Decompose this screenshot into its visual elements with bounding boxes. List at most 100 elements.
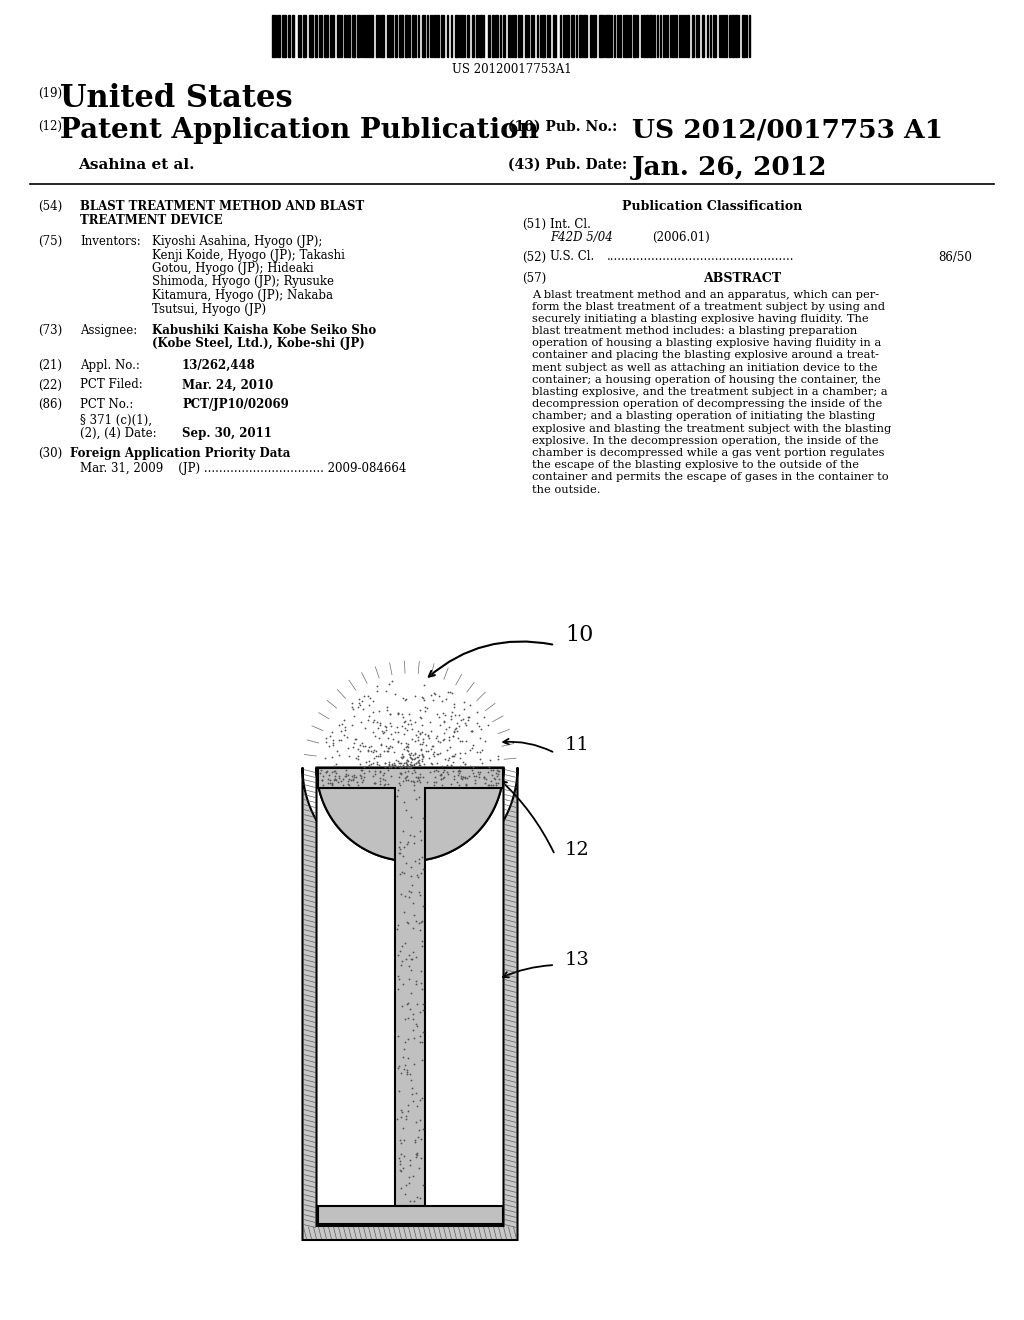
Text: BLAST TREATMENT METHOD AND BLAST: BLAST TREATMENT METHOD AND BLAST bbox=[80, 201, 365, 213]
Bar bbox=[514, 15, 516, 57]
Bar bbox=[687, 15, 689, 57]
Text: Asahina et al.: Asahina et al. bbox=[78, 158, 195, 172]
Text: PCT Filed:: PCT Filed: bbox=[80, 379, 142, 392]
Text: Foreign Application Priority Data: Foreign Application Priority Data bbox=[70, 446, 290, 459]
Text: United States: United States bbox=[60, 83, 293, 114]
Bar bbox=[571, 15, 574, 57]
Text: Kabushiki Kaisha Kobe Seiko Sho: Kabushiki Kaisha Kobe Seiko Sho bbox=[152, 323, 376, 337]
Text: blasting explosive, and the treatment subject in a chamber; a: blasting explosive, and the treatment su… bbox=[532, 387, 888, 397]
Text: the outside.: the outside. bbox=[532, 484, 600, 495]
Text: securely initiating a blasting explosive having fluidity. The: securely initiating a blasting explosive… bbox=[532, 314, 868, 323]
Bar bbox=[742, 15, 745, 57]
Text: US 2012/0017753 A1: US 2012/0017753 A1 bbox=[632, 117, 943, 143]
Bar bbox=[725, 15, 727, 57]
Text: A blast treatment method and an apparatus, which can per-: A blast treatment method and an apparatu… bbox=[532, 289, 880, 300]
Text: Inventors:: Inventors: bbox=[80, 235, 140, 248]
Text: 86/50: 86/50 bbox=[938, 251, 972, 264]
Bar bbox=[525, 15, 527, 57]
Text: container; a housing operation of housing the container, the: container; a housing operation of housin… bbox=[532, 375, 881, 385]
Bar bbox=[461, 15, 463, 57]
Text: (54): (54) bbox=[38, 201, 62, 213]
Bar bbox=[292, 15, 294, 57]
Bar bbox=[653, 15, 655, 57]
Polygon shape bbox=[316, 767, 504, 1226]
Bar bbox=[625, 15, 627, 57]
Text: (22): (22) bbox=[38, 379, 62, 392]
Bar bbox=[365, 15, 367, 57]
Text: (75): (75) bbox=[38, 235, 62, 248]
Text: Jan. 26, 2012: Jan. 26, 2012 bbox=[632, 154, 827, 180]
Text: Sep. 30, 2011: Sep. 30, 2011 bbox=[182, 426, 272, 440]
Text: US 20120017753A1: US 20120017753A1 bbox=[453, 63, 571, 77]
Text: F42D 5/04: F42D 5/04 bbox=[550, 231, 612, 244]
Text: (43) Pub. Date:: (43) Pub. Date: bbox=[508, 158, 627, 172]
Bar bbox=[330, 15, 332, 57]
Bar bbox=[599, 15, 603, 57]
Bar bbox=[315, 15, 317, 57]
Text: blast treatment method includes: a blasting preparation: blast treatment method includes: a blast… bbox=[532, 326, 857, 337]
Text: Tsutsui, Hyogo (JP): Tsutsui, Hyogo (JP) bbox=[152, 302, 266, 315]
Bar bbox=[395, 15, 397, 57]
Bar bbox=[347, 15, 350, 57]
Text: (30): (30) bbox=[38, 446, 62, 459]
Text: ABSTRACT: ABSTRACT bbox=[702, 272, 781, 285]
Bar bbox=[344, 15, 346, 57]
Text: 11: 11 bbox=[565, 737, 590, 754]
Text: Assignee:: Assignee: bbox=[80, 323, 137, 337]
Bar bbox=[437, 15, 439, 57]
Bar bbox=[337, 15, 340, 57]
Text: U.S. Cl.: U.S. Cl. bbox=[550, 251, 594, 264]
Bar bbox=[732, 15, 734, 57]
Text: Publication Classification: Publication Classification bbox=[622, 201, 802, 213]
Text: PCT No.:: PCT No.: bbox=[80, 399, 133, 411]
Text: decompression operation of decompressing the inside of the: decompression operation of decompressing… bbox=[532, 399, 883, 409]
Text: Appl. No.:: Appl. No.: bbox=[80, 359, 140, 372]
Text: ment subject as well as attaching an initiation device to the: ment subject as well as attaching an ini… bbox=[532, 363, 878, 372]
Bar bbox=[643, 15, 645, 57]
Text: (86): (86) bbox=[38, 399, 62, 411]
Text: explosive. In the decompression operation, the inside of the: explosive. In the decompression operatio… bbox=[532, 436, 879, 446]
Bar bbox=[272, 15, 275, 57]
Bar bbox=[606, 15, 610, 57]
Bar bbox=[590, 15, 592, 57]
Text: Mar. 24, 2010: Mar. 24, 2010 bbox=[182, 379, 273, 392]
Bar bbox=[633, 15, 636, 57]
Text: PCT/JP10/02069: PCT/JP10/02069 bbox=[182, 399, 289, 411]
Text: chamber is decompressed while a gas vent portion regulates: chamber is decompressed while a gas vent… bbox=[532, 447, 885, 458]
Bar bbox=[593, 15, 596, 57]
Bar bbox=[713, 15, 716, 57]
Text: (52): (52) bbox=[522, 251, 546, 264]
Bar bbox=[476, 15, 478, 57]
Bar bbox=[479, 15, 482, 57]
Text: the escape of the blasting explosive to the outside of the: the escape of the blasting explosive to … bbox=[532, 461, 859, 470]
Bar bbox=[646, 15, 648, 57]
Bar bbox=[492, 15, 494, 57]
Bar bbox=[495, 15, 498, 57]
Text: (57): (57) bbox=[522, 272, 546, 285]
Bar bbox=[278, 15, 280, 57]
Bar bbox=[399, 15, 403, 57]
Text: TREATMENT DEVICE: TREATMENT DEVICE bbox=[80, 214, 222, 227]
Text: container and placing the blasting explosive around a treat-: container and placing the blasting explo… bbox=[532, 351, 879, 360]
Text: Patent Application Publication: Patent Application Publication bbox=[60, 117, 539, 144]
Text: Kenji Koide, Hyogo (JP); Takashi: Kenji Koide, Hyogo (JP); Takashi bbox=[152, 248, 345, 261]
Polygon shape bbox=[317, 767, 503, 1206]
Text: Kitamura, Hyogo (JP); Nakaba: Kitamura, Hyogo (JP); Nakaba bbox=[152, 289, 333, 302]
Polygon shape bbox=[302, 767, 517, 1239]
Bar bbox=[309, 15, 313, 57]
Bar bbox=[583, 15, 587, 57]
Bar bbox=[434, 15, 436, 57]
Bar bbox=[303, 15, 306, 57]
Bar bbox=[553, 15, 556, 57]
Text: 13/262,448: 13/262,448 bbox=[182, 359, 256, 372]
Text: explosive and blasting the treatment subject with the blasting: explosive and blasting the treatment sub… bbox=[532, 424, 891, 434]
Text: Gotou, Hyogo (JP); Hideaki: Gotou, Hyogo (JP); Hideaki bbox=[152, 261, 313, 275]
Bar bbox=[368, 15, 370, 57]
Text: (19): (19) bbox=[38, 87, 62, 100]
Text: chamber; and a blasting operation of initiating the blasting: chamber; and a blasting operation of ini… bbox=[532, 412, 876, 421]
Text: Int. Cl.: Int. Cl. bbox=[550, 218, 591, 231]
Text: operation of housing a blasting explosive having fluidity in a: operation of housing a blasting explosiv… bbox=[532, 338, 882, 348]
Polygon shape bbox=[317, 1206, 503, 1224]
Bar bbox=[324, 15, 328, 57]
Bar bbox=[503, 15, 505, 57]
